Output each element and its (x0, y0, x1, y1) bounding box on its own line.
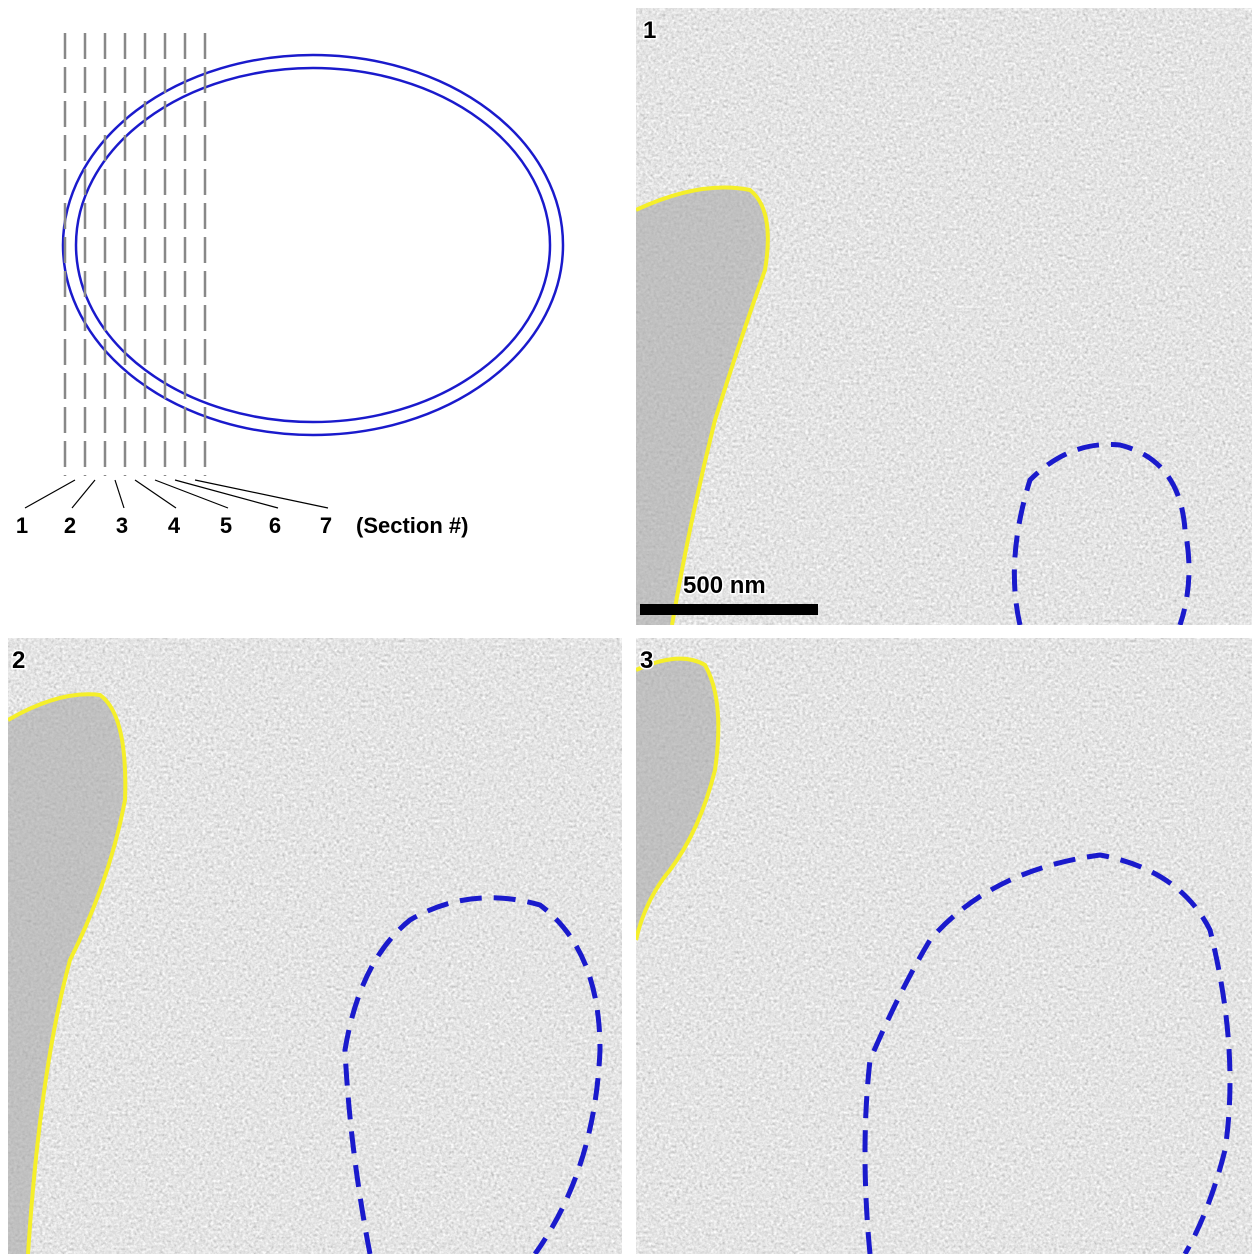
section-label: 4 (168, 513, 181, 538)
panel: 2 (8, 638, 622, 1254)
section-label: 7 (320, 513, 332, 538)
panel-label: 1 (643, 17, 656, 44)
panel: 3 (636, 638, 1252, 1254)
caption: (Section #) (356, 513, 468, 538)
section-label: 3 (116, 513, 128, 538)
section-label: 6 (269, 513, 281, 538)
section-diagram: 1 2 3 4 5 6 7 (Section #) (16, 33, 563, 538)
panel-label: 3 (640, 647, 653, 674)
scale-bar-label: 500 nm (683, 572, 766, 599)
section-label: 5 (220, 513, 232, 538)
section-label: 1 (16, 513, 28, 538)
section-label: 2 (64, 513, 76, 538)
figure: 1 2 3 4 5 6 7 (Section #) 500 nm 1 2 3 (0, 0, 1252, 1254)
panel: 500 nm 1 (636, 8, 1252, 625)
panel-label: 2 (12, 647, 25, 674)
